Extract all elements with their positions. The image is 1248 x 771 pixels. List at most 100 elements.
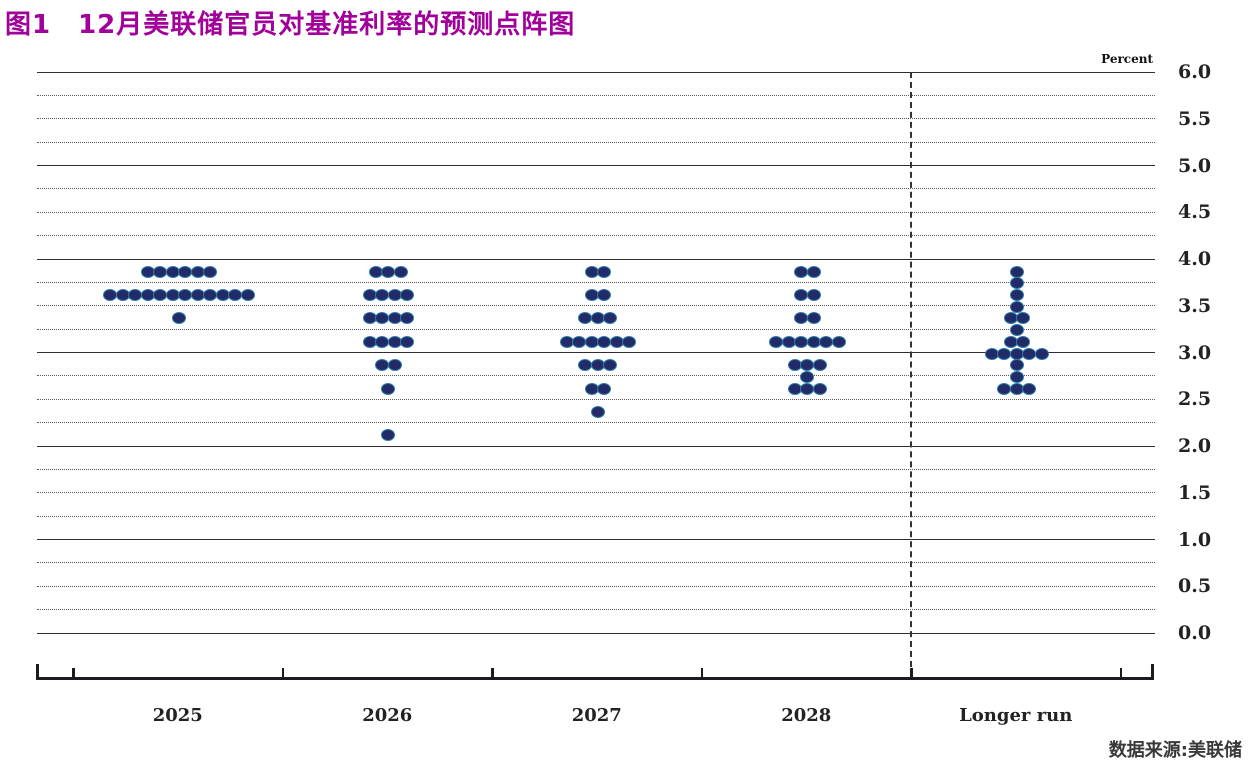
x-category-label: 2027	[571, 705, 622, 726]
gridline-minor	[37, 562, 1155, 564]
projection-dot	[1034, 347, 1049, 360]
x-axis-section-tick	[1119, 667, 1122, 678]
projection-dot	[171, 312, 186, 325]
y-tick-label: 2.0	[1178, 435, 1212, 457]
y-axis-unit-label: Percent	[1101, 52, 1153, 66]
projection-dot	[400, 312, 414, 325]
gridline-minor	[37, 468, 1155, 470]
gridline-major	[37, 258, 1155, 260]
chart-title: 图1 12月美联储官员对基准利率的预测点阵图	[5, 10, 576, 40]
projection-dot	[794, 335, 808, 348]
x-axis-section-tick	[700, 667, 703, 678]
projection-dot	[806, 312, 821, 325]
gridline-minor	[37, 609, 1155, 611]
x-axis-end-tick	[1151, 663, 1154, 678]
gridline-minor	[37, 211, 1155, 213]
gridline-major	[37, 71, 1155, 73]
projection-dot	[1009, 265, 1024, 278]
x-axis-section-tick	[72, 667, 75, 678]
projection-dot	[597, 289, 611, 302]
projection-dot	[1009, 359, 1024, 372]
projection-dot	[794, 289, 808, 302]
projection-dot	[400, 289, 414, 302]
gridline-minor	[37, 94, 1155, 96]
x-axis-section-tick	[491, 667, 494, 678]
projection-dot	[603, 312, 618, 325]
projection-dot	[375, 312, 389, 325]
projection-dot	[375, 359, 389, 372]
projection-dot	[590, 405, 605, 418]
gridline-minor	[37, 281, 1155, 283]
gridline-minor	[37, 328, 1155, 330]
projection-dot	[1022, 382, 1037, 395]
gridline-major	[37, 445, 1155, 447]
gridline-major	[37, 352, 1155, 353]
projection-dot	[769, 335, 783, 348]
data-source-note: 数据来源:美联储	[1108, 740, 1242, 761]
projection-dot	[597, 335, 611, 348]
y-tick-label: 5.5	[1178, 107, 1212, 130]
projection-dot	[806, 289, 821, 302]
x-axis-end-tick	[36, 663, 39, 678]
projection-dot	[603, 359, 618, 372]
projection-dot	[812, 382, 827, 395]
projection-dot	[800, 370, 815, 383]
gridline-minor	[37, 305, 1155, 307]
x-category-label: Longer run	[959, 705, 1073, 726]
gridline-minor	[37, 141, 1155, 143]
gridline-minor	[37, 422, 1155, 424]
y-tick-label: 3.0	[1178, 341, 1212, 364]
projection-dot	[381, 382, 396, 395]
y-tick-label: 5.0	[1178, 154, 1212, 177]
projection-dot	[1009, 300, 1024, 313]
projection-dot	[178, 289, 192, 302]
projection-dot	[572, 335, 586, 348]
projection-dot	[240, 289, 255, 302]
y-tick-label: 0.5	[1178, 575, 1212, 598]
projection-dot	[393, 265, 408, 278]
gridline-minor	[37, 585, 1155, 587]
projection-dot	[794, 312, 808, 325]
gridline-minor	[37, 118, 1155, 120]
gridline-minor	[37, 398, 1155, 400]
gridline-minor	[37, 515, 1155, 517]
y-tick-label: 4.0	[1178, 248, 1212, 270]
projection-dot	[203, 265, 217, 278]
projection-dot	[794, 265, 808, 278]
gridline-minor	[37, 492, 1155, 494]
projection-dot	[831, 335, 846, 348]
projection-dot	[597, 265, 611, 278]
projection-dot	[400, 335, 414, 348]
projection-dot	[375, 335, 389, 348]
x-axis-line	[36, 676, 1154, 680]
longer-run-separator	[910, 72, 912, 677]
projection-dot	[381, 429, 396, 442]
gridline-minor	[37, 235, 1155, 237]
gridline-major	[37, 539, 1155, 540]
projection-dot	[375, 289, 389, 302]
projection-dot	[178, 265, 192, 278]
gridline-minor	[37, 188, 1155, 190]
x-category-label: 2028	[781, 705, 832, 726]
y-tick-label: 6.0	[1178, 61, 1212, 83]
projection-dot	[203, 289, 217, 302]
x-category-label: 2025	[152, 705, 203, 726]
gridline-major	[37, 165, 1155, 166]
gridline-major	[37, 632, 1155, 634]
projection-dot	[597, 382, 611, 395]
y-tick-label: 1.0	[1178, 528, 1212, 551]
y-tick-label: 2.5	[1178, 388, 1212, 411]
projection-dot	[103, 289, 117, 302]
x-axis-section-tick	[281, 667, 284, 678]
projection-dot	[1009, 370, 1024, 383]
y-tick-label: 3.5	[1178, 294, 1212, 317]
projection-dot	[812, 359, 827, 372]
projection-dot	[1016, 312, 1030, 325]
x-axis-section-tick	[910, 667, 913, 678]
y-tick-label: 4.5	[1178, 201, 1212, 224]
projection-dot	[819, 335, 833, 348]
projection-dot	[806, 265, 821, 278]
projection-dot	[1009, 277, 1024, 290]
